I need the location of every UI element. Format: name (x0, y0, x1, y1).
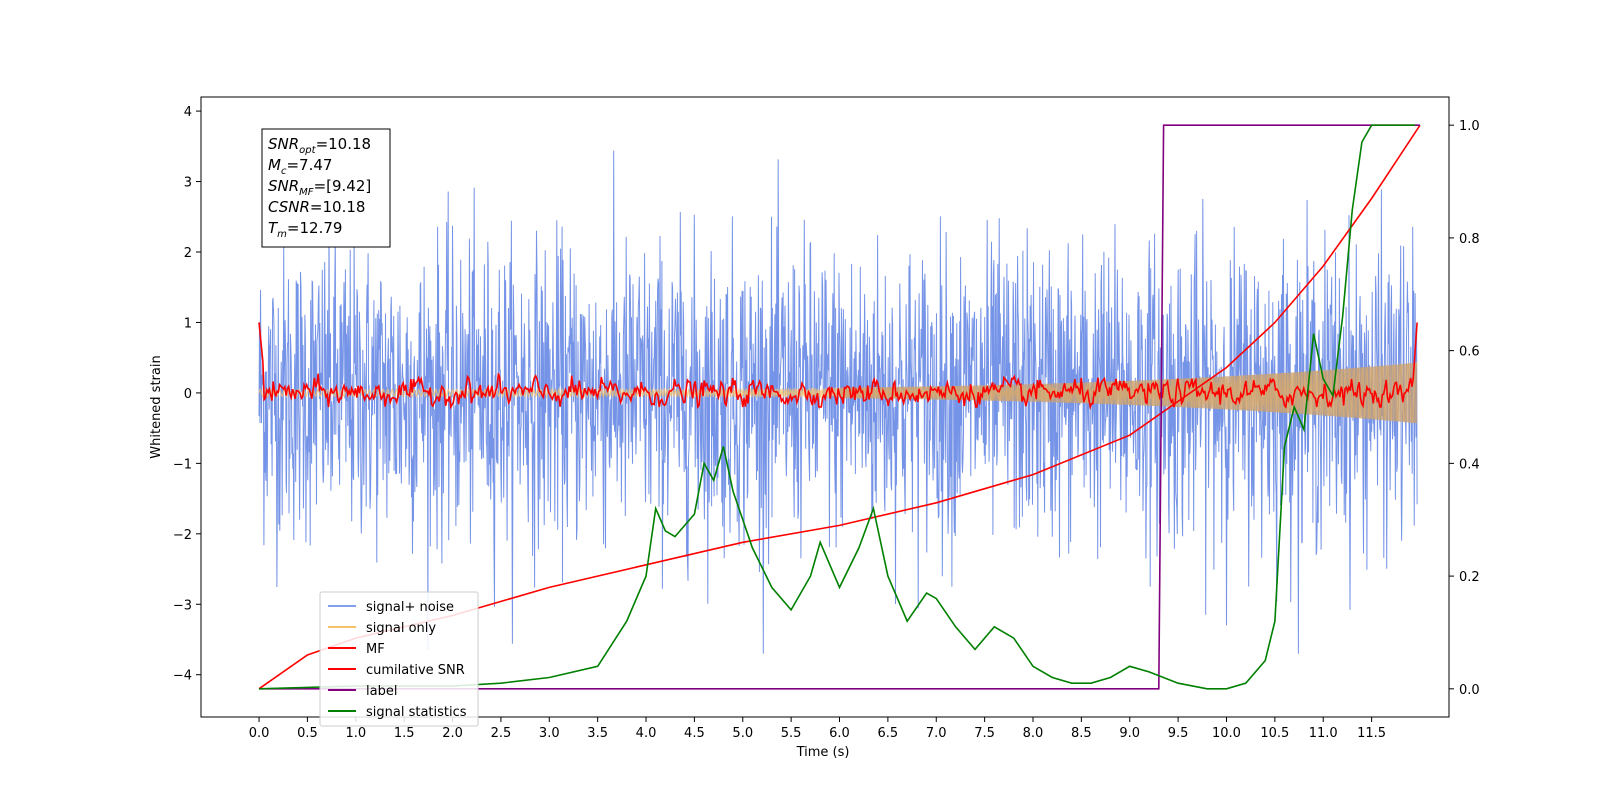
legend-label: cumilative SNR (366, 663, 465, 678)
x-tick-label: 1.0 (345, 726, 366, 741)
legend-label: label (366, 684, 397, 699)
y-tick-label: 4 (184, 105, 192, 120)
plot-frame (200, 96, 1450, 718)
x-tick-label: 2.5 (491, 726, 512, 741)
legend: signal+ noise signal only MF cumilative SNR… (319, 591, 479, 727)
y-tick-label: −3 (173, 598, 192, 613)
csnr-text: CSNR=10.18 (268, 198, 365, 216)
x-tick-label: 2.0 (442, 726, 463, 741)
series-signal-noise (258, 150, 1418, 654)
x-tick-label: 6.0 (829, 726, 850, 741)
legend-label: signal+ noise (366, 600, 454, 615)
x-tick-label: 6.5 (878, 726, 899, 741)
x-tick-label: 11.5 (1357, 726, 1386, 741)
y2-tick-label: 0.8 (1459, 232, 1480, 247)
y-tick-label: 0 (184, 387, 192, 402)
y-tick-label: −1 (173, 457, 192, 472)
x-axis-label: Time (s) (796, 745, 850, 760)
y-tick-label: −2 (173, 528, 192, 543)
x-tick-label: 5.0 (732, 726, 753, 741)
snr-opt-text: SNRopt=10.18 (268, 135, 371, 156)
x-tick-label: 4.5 (684, 726, 705, 741)
series-mf (258, 322, 1418, 411)
mc-text: Mc=7.47 (268, 156, 332, 177)
x-tick-label: 10.0 (1212, 726, 1241, 741)
x-tick-label: 7.5 (974, 726, 995, 741)
x-tick-label: 8.5 (1071, 726, 1092, 741)
x-tick-label: 11.0 (1309, 726, 1338, 741)
x-tick-label: 3.5 (587, 726, 608, 741)
plot-area (258, 124, 1421, 690)
x-tick-label: 4.0 (636, 726, 657, 741)
series-label (259, 124, 1420, 690)
tm-text: Tm=12.79 (268, 219, 342, 240)
x-tick-label: 9.0 (1119, 726, 1140, 741)
y2-tick-label: 1.0 (1459, 119, 1480, 134)
y2-tick-label: 0.0 (1459, 683, 1480, 698)
stats-annotation: SNRopt=10.18 Mc=7.47 SNRMF=[9.42] CSNR=1… (261, 128, 391, 248)
x-tick-label: 9.5 (1168, 726, 1189, 741)
y-tick-label: 3 (184, 176, 192, 191)
x-tick-label: 0.5 (297, 726, 318, 741)
legend-label: signal statistics (366, 705, 467, 720)
y2-tick-label: 0.4 (1459, 457, 1480, 472)
y2-tick-label: 0.2 (1459, 570, 1480, 585)
x-tick-label: 7.0 (926, 726, 947, 741)
y-tick-label: 1 (184, 316, 192, 331)
x-axis-ticks: 0.0 0.5 1.0 1.5 2.0 2.5 3.0 3.5 4.0 4.5 5.0 5.5 6.0 6… (249, 717, 1386, 741)
x-tick-label: 1.5 (394, 726, 415, 741)
y-axis-ticks: −4 −3 −2 −1 0 1 2 3 4 (173, 105, 201, 684)
y-axis-label: Whitened strain (149, 355, 164, 458)
y-tick-label: −4 (173, 669, 192, 684)
signal-envelope (839, 362, 1418, 424)
y-tick-label: 2 (184, 246, 192, 261)
x-tick-label: 3.0 (539, 726, 560, 741)
y2-axis-ticks: 0.0 0.2 0.4 0.6 0.8 1.0 (1449, 119, 1480, 698)
y2-tick-label: 0.6 (1459, 345, 1480, 360)
x-tick-label: 10.5 (1260, 726, 1289, 741)
x-tick-label: 0.0 (249, 726, 270, 741)
legend-label: MF (366, 642, 385, 657)
x-tick-label: 5.5 (781, 726, 802, 741)
series-signal-statistics (258, 124, 1416, 690)
x-tick-label: 8.0 (1023, 726, 1044, 741)
snr-mf-text: SNRMF=[9.42] (268, 177, 371, 198)
legend-label: signal only (366, 621, 436, 636)
